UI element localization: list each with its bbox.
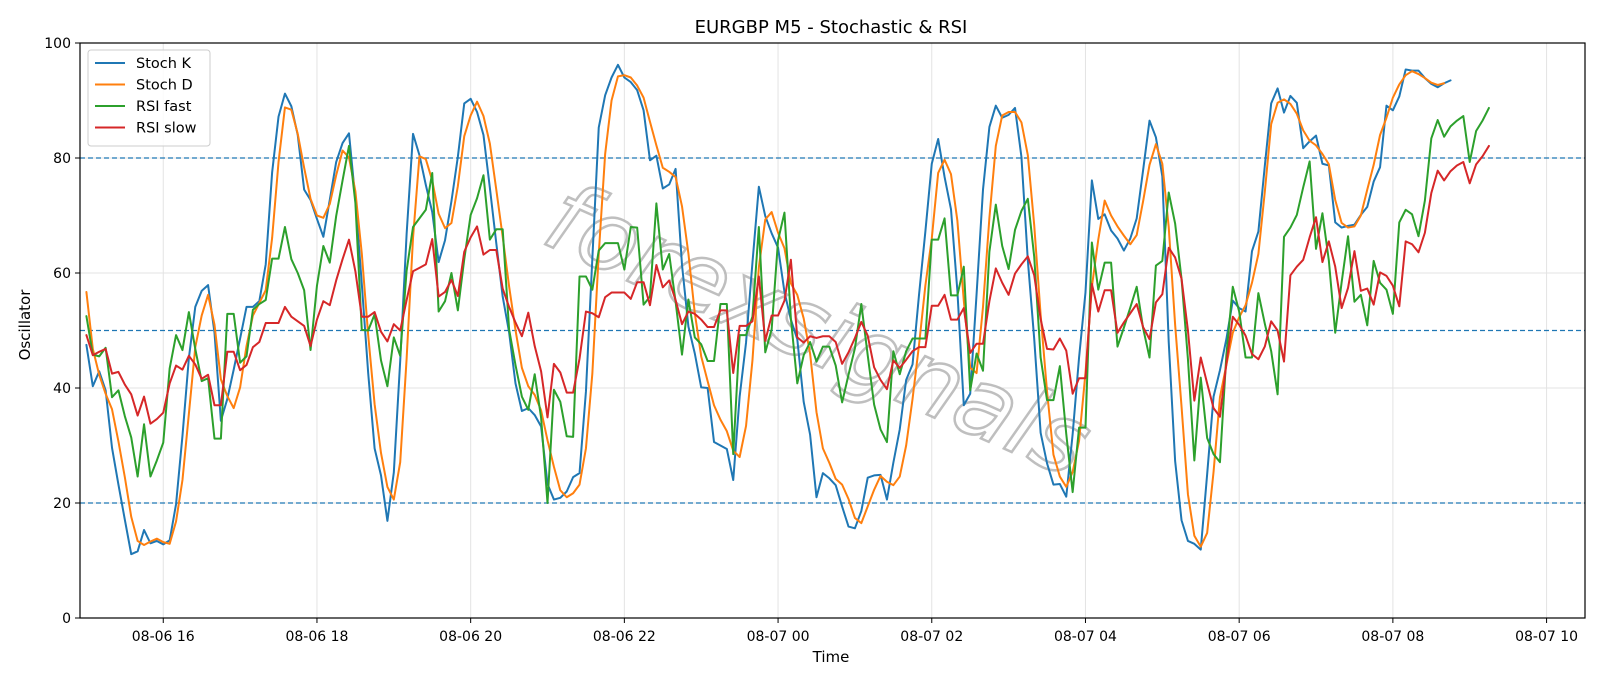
series-line-stoch-d [85, 70, 1446, 548]
plot-frame [79, 42, 1586, 619]
x-tick-label: 08-07 00 [747, 629, 810, 645]
y-tick-label: 60 [53, 266, 71, 282]
series-line-rsi-slow [85, 144, 1490, 425]
y-tick-label: 40 [53, 381, 71, 397]
legend: Stoch K Stoch D RSI fast RSI slow [87, 49, 211, 147]
legend-label: Stoch D [136, 78, 193, 94]
y-tick-label: 0 [62, 611, 71, 627]
legend-label: Stoch K [136, 56, 192, 72]
y-tick-label: 100 [44, 36, 71, 52]
x-tick-label: 08-06 16 [132, 629, 195, 645]
y-axis-label: Oscillator [16, 289, 34, 361]
y-tick-label: 80 [53, 151, 71, 167]
series-lines [85, 63, 1490, 556]
x-tick-label: 08-07 02 [900, 629, 963, 645]
y-tick-label: 20 [53, 496, 71, 512]
legend-label: RSI fast [136, 99, 192, 115]
axis-ticks: 08-06 16 08-06 18 08-06 20 08-06 22 08-07 00… [44, 36, 1578, 645]
reference-lines [80, 157, 1585, 504]
x-tick-label: 08-07 04 [1054, 629, 1117, 645]
series-line-rsi-fast [85, 106, 1490, 504]
legend-label: RSI slow [136, 121, 197, 137]
x-tick-label: 08-07 06 [1208, 629, 1271, 645]
x-tick-label: 08-07 10 [1515, 629, 1578, 645]
x-tick-label: 08-06 20 [439, 629, 502, 645]
x-axis-label: Time [812, 648, 850, 666]
legend-box [87, 49, 211, 147]
chart-title: EURGBP M5 - Stochastic & RSI [695, 17, 968, 38]
x-tick-label: 08-07 08 [1361, 629, 1424, 645]
x-tick-label: 08-06 18 [285, 629, 348, 645]
x-tick-label: 08-06 22 [593, 629, 656, 645]
